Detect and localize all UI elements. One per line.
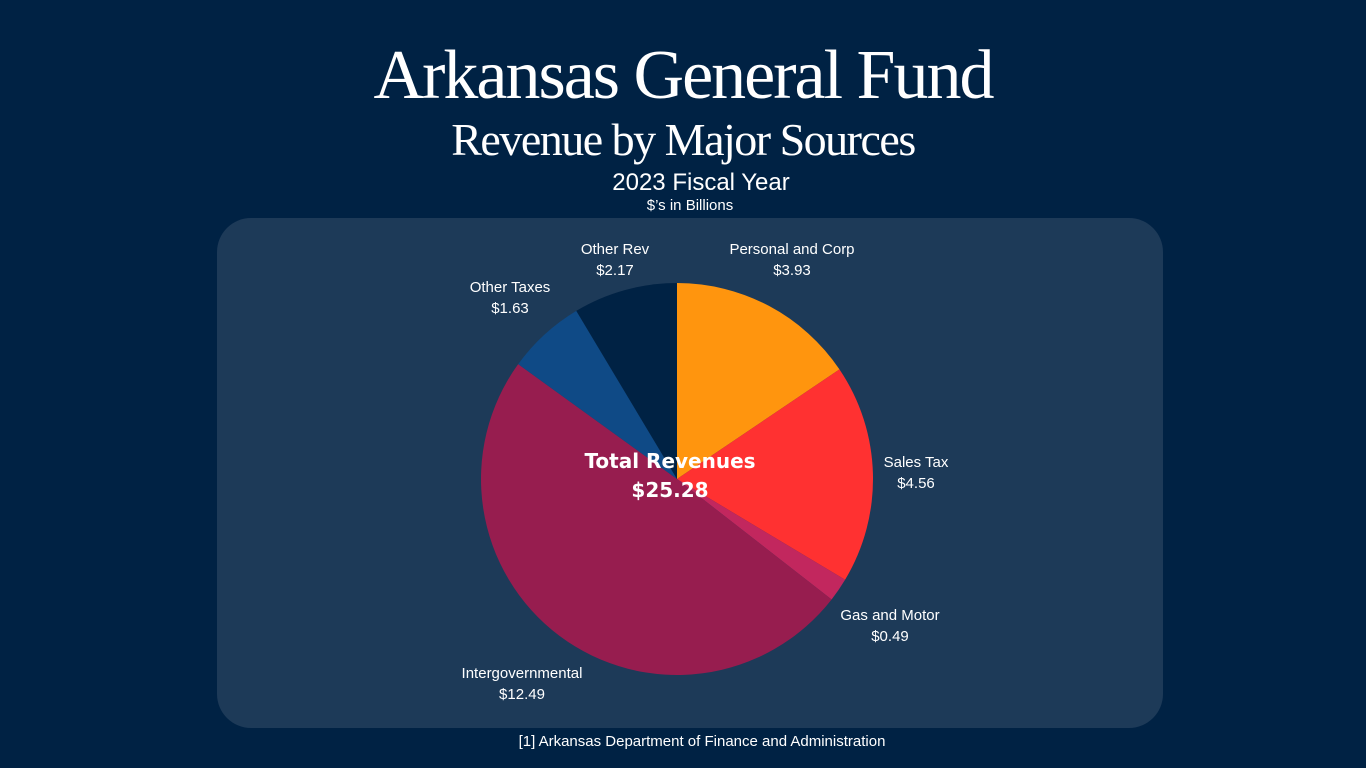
pie-slice-gas-and-motor xyxy=(677,479,846,600)
slice-label-value: $0.49 xyxy=(871,628,909,645)
total-revenues-label: Total Revenues $25.28 xyxy=(570,447,770,505)
slice-label-gas-and-motor: Gas and Motor $0.49 xyxy=(790,605,990,647)
slice-label-sales-tax: Sales Tax $4.56 xyxy=(816,452,1016,494)
slice-label-name: Gas and Motor xyxy=(840,607,940,624)
slice-label-value: $3.93 xyxy=(773,262,811,279)
total-revenues-title: Total Revenues xyxy=(584,449,756,473)
pie-slice-other-rev xyxy=(576,283,677,479)
page-subtitle: Revenue by Major Sources xyxy=(451,114,916,165)
slice-label-personal-and-corp: Personal and Corp $3.93 xyxy=(692,239,892,281)
slice-label-name: Personal and Corp xyxy=(729,241,855,258)
slice-label-value: $4.56 xyxy=(897,475,935,492)
units-label: $’s in Billions xyxy=(646,197,734,214)
source-citation: [1] Arkansas Department of Finance and A… xyxy=(518,733,886,750)
pie-slice-intergovernmental xyxy=(481,364,832,675)
fiscal-year-label: 2023 Fiscal Year xyxy=(612,169,790,196)
slice-label-name: Intergovernmental xyxy=(461,665,583,682)
slice-label-value: $12.49 xyxy=(499,686,545,703)
pie-slice-personal-and-corp xyxy=(677,283,840,479)
slice-label-value: $2.17 xyxy=(596,262,634,279)
slice-label-intergovernmental: Intergovernmental $12.49 xyxy=(422,663,622,705)
slice-label-other-rev: Other Rev $2.17 xyxy=(515,239,715,281)
slice-label-value: $1.63 xyxy=(491,300,529,317)
slice-label-other-taxes: Other Taxes $1.63 xyxy=(410,277,610,319)
page-title: Arkansas General Fund xyxy=(373,37,995,114)
total-revenues-value: $25.28 xyxy=(631,478,709,502)
pie-slice-sales-tax xyxy=(677,369,874,580)
pie-slice-other-taxes xyxy=(518,310,677,479)
slice-label-name: Other Taxes xyxy=(469,279,551,296)
slice-label-name: Other Rev xyxy=(580,241,650,258)
slice-label-name: Sales Tax xyxy=(883,454,949,471)
